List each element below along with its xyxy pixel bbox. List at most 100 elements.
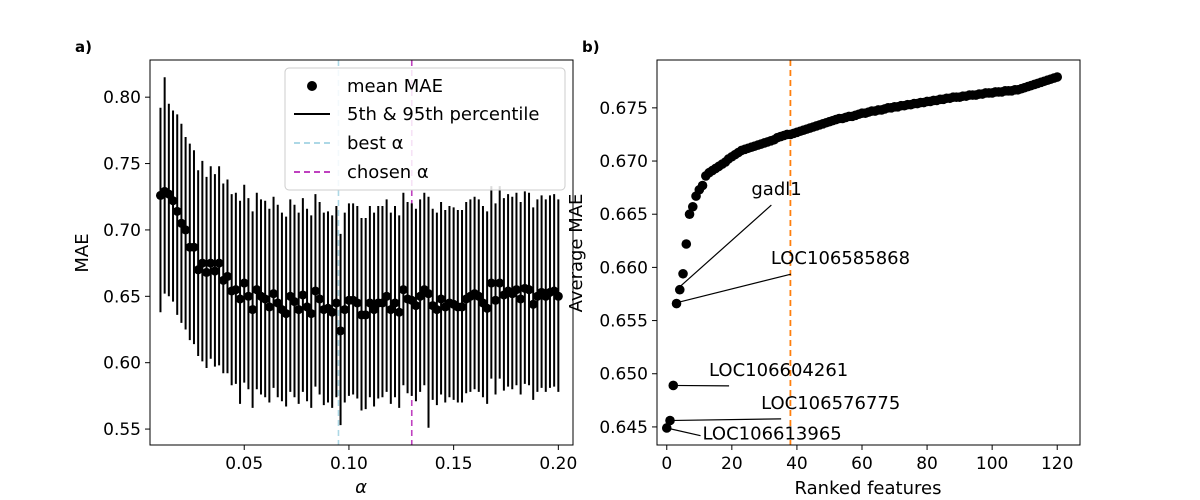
mean-mae-point <box>273 298 283 308</box>
y-tick-label: 0.670 <box>599 152 648 172</box>
mean-mae-point <box>482 303 492 313</box>
panel-b-x-ticks: 0 20 40 60 80 100 120 <box>661 445 1073 474</box>
mean-mae-point <box>243 291 253 301</box>
legend-mean-mae: mean MAE <box>347 76 443 97</box>
mean-mae-point <box>239 278 249 288</box>
y-tick-label: 0.70 <box>103 221 141 241</box>
y-tick-label: 0.80 <box>103 88 141 108</box>
mean-mae-point <box>352 298 362 308</box>
mean-mae-point <box>411 301 421 311</box>
y-tick-label: 0.75 <box>103 155 141 175</box>
legend-percentile: 5th & 95th percentile <box>347 104 540 125</box>
mean-mae-point <box>390 298 400 308</box>
annotation-label: LOC106604261 <box>709 360 848 381</box>
feature-point <box>665 415 675 426</box>
annotation-connector <box>676 204 772 291</box>
mean-mae-point <box>398 285 408 295</box>
mean-mae-point <box>361 310 371 320</box>
x-tick-label: 100 <box>976 454 1008 474</box>
panel-a-mean-points <box>155 186 563 336</box>
mean-mae-point <box>281 309 291 319</box>
panel-b-annotation-lines <box>666 204 792 437</box>
mean-mae-point <box>491 295 501 305</box>
mean-mae-point <box>269 289 279 299</box>
y-tick-label: 0.650 <box>599 365 648 385</box>
x-tick-label: 0.05 <box>225 454 263 474</box>
mean-mae-point <box>248 305 258 315</box>
panel-b-axes-frame <box>656 59 1081 446</box>
feature-point <box>684 209 695 220</box>
annotation-connector <box>666 418 782 422</box>
mean-mae-point <box>235 294 245 304</box>
mean-mae-point <box>264 302 274 312</box>
panel-b-points <box>661 72 1063 433</box>
mean-mae-point <box>176 218 186 228</box>
panel-b-y-axis-label: Average MAE <box>566 194 587 313</box>
x-tick-label: 0.10 <box>330 454 368 474</box>
y-tick-label: 0.65 <box>103 287 141 307</box>
y-tick-label: 0.675 <box>599 99 648 119</box>
mean-mae-point <box>164 189 174 199</box>
mean-mae-point <box>193 265 203 275</box>
annotation-connector <box>666 427 701 437</box>
mean-mae-point <box>331 298 341 308</box>
mean-mae-point <box>172 206 182 216</box>
panel-a-legend: mean MAE 5th & 95th percentile best α ch… <box>284 67 566 191</box>
panel-a-y-axis-label: MAE <box>72 233 93 272</box>
mean-mae-point <box>386 305 396 315</box>
mean-mae-point <box>327 307 337 317</box>
feature-point <box>681 239 692 249</box>
y-tick-label: 0.645 <box>599 418 648 438</box>
panel-b-annotation-labels: gadl1 LOC106585868 LOC106604261 LOC10657677… <box>703 179 911 445</box>
mean-mae-point <box>524 285 534 295</box>
mean-mae-point <box>474 291 484 301</box>
x-tick-label: 20 <box>721 454 743 474</box>
panel-a-x-ticks: 0.05 0.10 0.15 0.20 <box>225 445 577 474</box>
x-tick-label: 0 <box>661 454 672 474</box>
y-tick-label: 0.655 <box>599 312 648 332</box>
mean-mae-point <box>168 196 178 206</box>
mean-mae-point <box>202 267 212 277</box>
mean-mae-point <box>511 285 521 295</box>
feature-point <box>687 201 698 212</box>
mean-mae-point <box>315 294 325 304</box>
y-tick-label: 0.55 <box>103 420 141 440</box>
mean-mae-point <box>486 278 496 288</box>
mean-mae-point <box>231 285 241 295</box>
panel-a-axes-frame <box>149 59 574 446</box>
panel-a-chart: a) 0.05 0.10 0.15 0.20 0.55 0.60 0.65 0.70 0.75… <box>72 38 577 498</box>
mean-mae-point <box>457 302 467 312</box>
feature-point <box>661 423 672 433</box>
panel-b-chart: b) 0 20 40 60 80 100 120 0.6450.6500.6550.6600… <box>566 38 1081 499</box>
mean-mae-point <box>306 309 316 319</box>
mean-mae-point <box>340 305 350 315</box>
annotation-label: gadl1 <box>751 179 801 200</box>
mean-mae-point <box>294 305 304 315</box>
x-tick-label: 80 <box>916 454 938 474</box>
x-tick-label: 0.15 <box>435 454 473 474</box>
panel-b-x-axis-label: Ranked features <box>795 478 942 499</box>
mean-mae-point <box>197 258 207 268</box>
legend-box <box>284 67 566 191</box>
mean-mae-point <box>189 242 199 252</box>
legend-best-alpha: best α <box>347 133 404 154</box>
y-tick-label: 0.60 <box>103 354 141 374</box>
mean-mae-point <box>310 286 320 296</box>
panel-b-label: b) <box>582 38 600 56</box>
x-tick-label: 0.20 <box>539 454 577 474</box>
panel-a-y-ticks: 0.55 0.60 0.65 0.70 0.75 0.80 <box>103 88 150 440</box>
mean-mae-point <box>394 307 404 317</box>
mean-mae-point <box>222 271 232 281</box>
feature-point <box>1052 72 1063 82</box>
mean-mae-point <box>516 294 526 304</box>
x-tick-label: 120 <box>1041 454 1073 474</box>
feature-point <box>697 180 708 191</box>
y-tick-label: 0.660 <box>599 258 648 278</box>
mean-mae-point <box>553 291 563 301</box>
mean-mae-point <box>260 294 270 304</box>
feature-point <box>671 298 682 309</box>
annotation-label: LOC106613965 <box>703 424 842 445</box>
mean-mae-point <box>528 299 538 309</box>
mean-mae-point <box>377 298 387 308</box>
